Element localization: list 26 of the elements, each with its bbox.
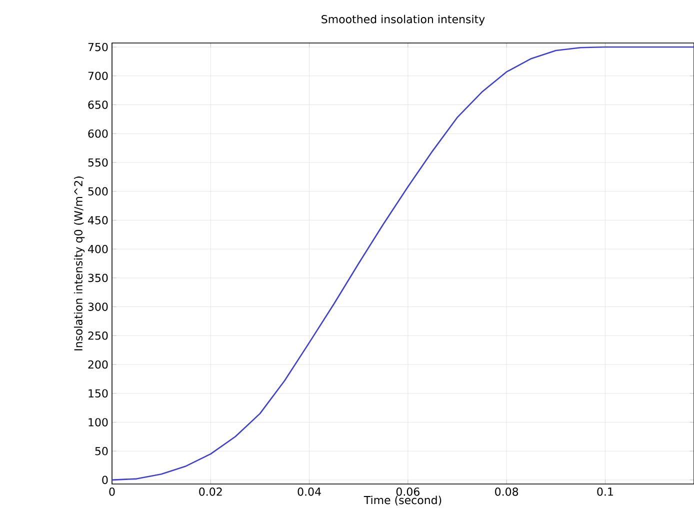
x-tick-label: 0.06 xyxy=(396,488,420,496)
y-tick-label: 450 xyxy=(88,216,108,224)
y-tick-label: 600 xyxy=(88,129,108,138)
y-tick-label: 300 xyxy=(88,302,108,311)
x-axis-title: Time (second) xyxy=(364,496,442,506)
y-tick-label: 100 xyxy=(88,418,108,426)
y-tick-label: 50 xyxy=(95,446,108,456)
x-tick-label: 0.02 xyxy=(199,488,222,496)
y-tick-label: 350 xyxy=(88,274,108,282)
y-axis-title: Insolation intensity q0 (W/m^2) xyxy=(74,176,85,350)
x-tick-label: 0.08 xyxy=(495,488,518,496)
x-tick-label: 0.04 xyxy=(298,488,321,496)
x-tick-label: 0.1 xyxy=(597,488,613,496)
y-tick-label: 650 xyxy=(88,100,108,109)
y-tick-label: 700 xyxy=(88,72,108,80)
chart-title: Smoothed insolation intensity xyxy=(322,14,485,26)
y-tick-label: 400 xyxy=(88,244,108,254)
y-tick-label: 550 xyxy=(88,158,108,167)
x-tick-label: 0 xyxy=(109,488,115,496)
y-tick-label: 0 xyxy=(102,476,108,484)
y-tick-label: 750 xyxy=(88,42,108,52)
y-tick-label: 250 xyxy=(88,331,108,340)
line-series xyxy=(112,46,694,481)
y-tick-label: 200 xyxy=(88,360,108,369)
y-tick-label: 500 xyxy=(88,187,108,196)
y-tick-label: 150 xyxy=(88,389,108,398)
